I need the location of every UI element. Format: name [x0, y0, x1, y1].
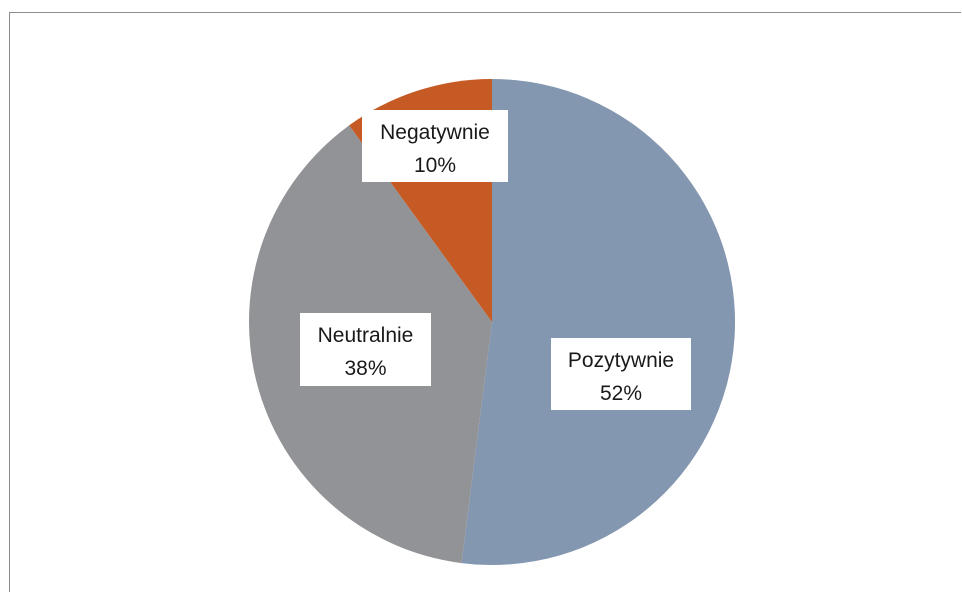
data-label-box: [551, 338, 691, 410]
data-label-category: Negatywnie: [380, 121, 490, 144]
data-label-value: 10%: [414, 154, 456, 177]
data-label-category: Pozytywnie: [568, 349, 674, 372]
data-label-box: [300, 313, 431, 386]
data-label-neutralnie: Neutralnie 38%: [300, 313, 431, 386]
data-label-box: [362, 110, 508, 182]
data-label-pozytywnie: Pozytywnie 52%: [551, 338, 691, 410]
data-label-value: 52%: [600, 382, 642, 405]
data-label-negatywnie: Negatywnie 10%: [362, 110, 508, 182]
data-label-category: Neutralnie: [318, 324, 414, 347]
labels-layer: Pozytywnie 52% Neutralnie 38% Negatywnie 10%: [300, 110, 691, 410]
pie-chart: Pozytywnie 52% Neutralnie 38% Negatywnie 10%: [249, 78, 736, 565]
data-label-value: 38%: [344, 357, 386, 380]
pie-slice-pozytywnie: [461, 78, 736, 565]
